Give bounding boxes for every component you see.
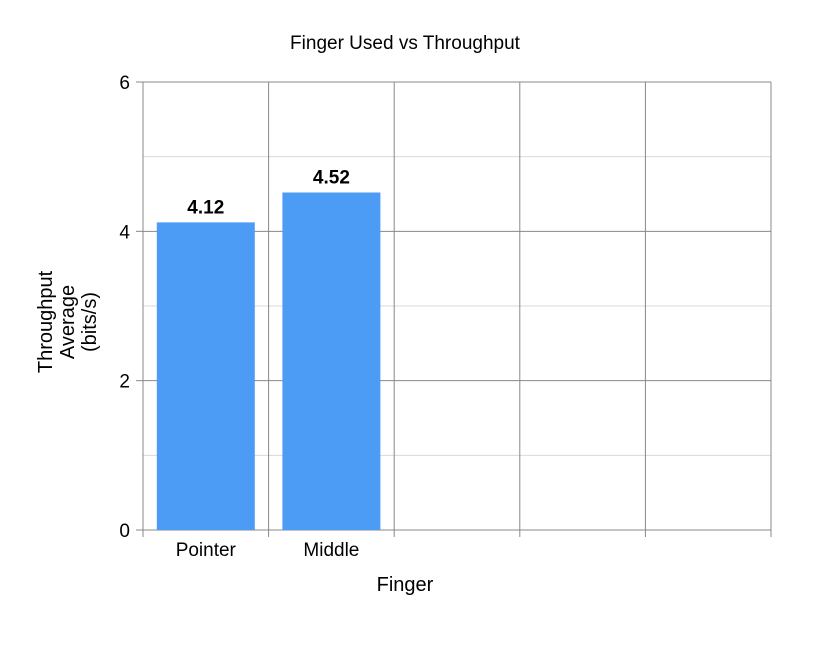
y-tick-label: 4 [119,222,130,243]
data-labels: 4.12 4.52 [187,168,350,219]
chart-title: Finger Used vs Throughput [290,33,521,54]
data-label: 4.52 [313,168,350,189]
bars [156,192,381,531]
bar-middle [282,192,381,531]
y-axis-ticks: 0 2 4 6 [119,73,130,542]
y-tick-label: 6 [119,73,130,94]
y-axis-title-line-2: Average [57,285,79,359]
bar-pointer [156,222,255,530]
y-tick-label: 0 [119,521,130,542]
y-axis-title: Throughput Average (bits/s) [35,270,101,373]
x-tick-label: Middle [303,540,359,561]
y-axis-title-line-1: Throughput [35,270,57,373]
y-axis-title-line-3: (bits/s) [79,292,101,352]
x-axis-ticks: Pointer Middle [176,540,360,561]
x-axis-title: Finger [377,574,434,596]
x-tick-label: Pointer [176,540,237,561]
y-tick-label: 2 [119,372,130,393]
data-label: 4.12 [187,197,224,218]
